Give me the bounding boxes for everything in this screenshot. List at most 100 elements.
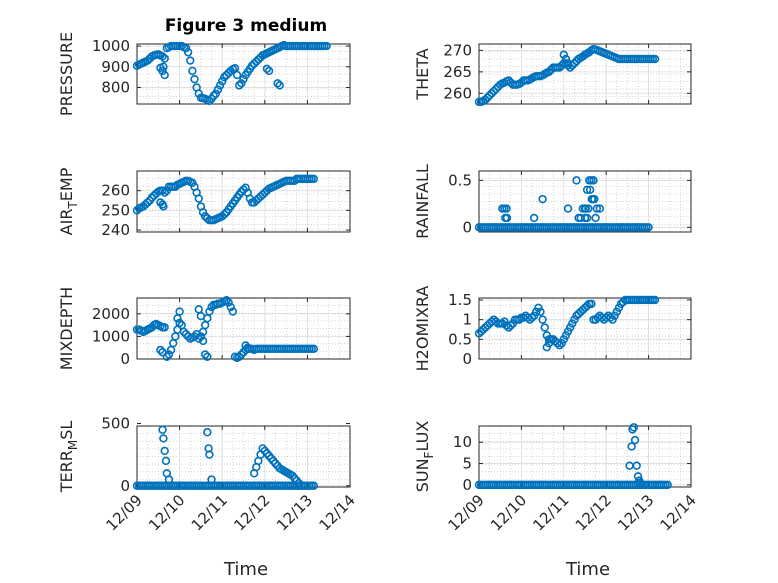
data-point [196, 311, 206, 321]
y-tick-label: 1.5 [448, 291, 472, 309]
data-point [502, 204, 511, 213]
grid-lines [137, 426, 350, 487]
data-point [175, 318, 184, 328]
data-point [584, 204, 593, 213]
data-point [568, 61, 577, 70]
data-point [581, 204, 591, 213]
data-point [218, 77, 227, 86]
y-tick-label: 0 [120, 477, 130, 495]
data-point [587, 194, 596, 204]
data-point [563, 204, 573, 213]
data-point [207, 302, 216, 312]
data-point [555, 341, 564, 350]
data-point [205, 450, 214, 459]
data-point [264, 66, 274, 76]
y-tick-label: 260 [443, 84, 472, 102]
data-point [590, 194, 599, 204]
y-tick-label: 0 [462, 476, 472, 494]
data-point [636, 479, 646, 489]
axes-box [136, 170, 351, 233]
data-points [132, 425, 318, 490]
data-point [592, 204, 602, 213]
data-point [606, 313, 615, 322]
data-point [483, 93, 492, 102]
data-points [474, 295, 660, 352]
data-point [188, 66, 197, 76]
data-point [582, 185, 592, 194]
data-points [132, 296, 318, 363]
data-point [585, 185, 595, 194]
y-tick-label: 500 [101, 415, 130, 433]
data-point [158, 425, 167, 434]
data-point [540, 323, 549, 332]
data-point [228, 307, 238, 316]
data-point [249, 59, 259, 68]
data-point [205, 307, 214, 316]
data-point [650, 295, 660, 305]
data-point [553, 339, 562, 348]
data-point [504, 76, 513, 85]
data-point [650, 54, 660, 64]
data-point [322, 41, 331, 51]
data-point [224, 298, 233, 307]
data-point [159, 434, 168, 443]
y-axis-label-7: TERRMSL [57, 421, 80, 494]
data-point [644, 223, 653, 232]
y-tick-label: 240 [101, 221, 130, 239]
axes-box [136, 43, 351, 105]
data-point [561, 54, 571, 64]
data-point [487, 89, 496, 98]
data-point [183, 48, 193, 57]
data-point [194, 89, 203, 98]
data-point [159, 62, 168, 71]
data-point [162, 352, 172, 361]
data-point [589, 176, 598, 185]
y-axis-label-8: SUNFLUX [413, 421, 436, 493]
data-point [196, 332, 206, 341]
data-point [232, 70, 242, 80]
data-point [587, 299, 596, 309]
data-point [595, 204, 605, 213]
data-point [515, 315, 524, 324]
data-point [160, 323, 169, 332]
axes-box [136, 425, 351, 488]
y-tick-label: 0 [120, 350, 130, 368]
data-point [485, 91, 494, 100]
data-point [563, 59, 573, 68]
y-tick-label: 5 [462, 455, 472, 473]
data-point [262, 64, 272, 74]
data-points [132, 174, 318, 225]
data-point [536, 307, 545, 316]
data-point [186, 56, 195, 65]
y-tick-label: 0.5 [448, 330, 472, 348]
data-point [241, 183, 250, 192]
y-tick-label: 0 [462, 350, 472, 368]
data-points [474, 176, 653, 232]
data-point [215, 81, 225, 90]
data-point [143, 56, 152, 65]
data-point [205, 96, 214, 106]
y-tick-label: 1 [462, 311, 472, 329]
data-point [213, 85, 223, 94]
data-points [132, 40, 331, 106]
y-tick-label: 0 [462, 218, 472, 236]
data-point [160, 54, 169, 63]
data-point [630, 435, 640, 445]
y-tick-label: 265 [443, 63, 472, 81]
y-tick-label: 250 [101, 201, 130, 219]
data-point [491, 84, 501, 94]
data-point [481, 95, 490, 104]
data-point [247, 61, 257, 70]
data-point [209, 91, 218, 100]
data-point [254, 55, 263, 64]
y-axis-label-1: PRESSURE [57, 32, 76, 116]
data-point [529, 213, 539, 223]
data-point [179, 327, 189, 337]
data-point [632, 461, 641, 470]
data-point [164, 475, 174, 484]
data-point [572, 176, 581, 185]
data-point [237, 350, 246, 359]
data-point [143, 198, 152, 207]
subplot-6: 0 0.51 1.5 H2OMIXRA [413, 286, 692, 371]
